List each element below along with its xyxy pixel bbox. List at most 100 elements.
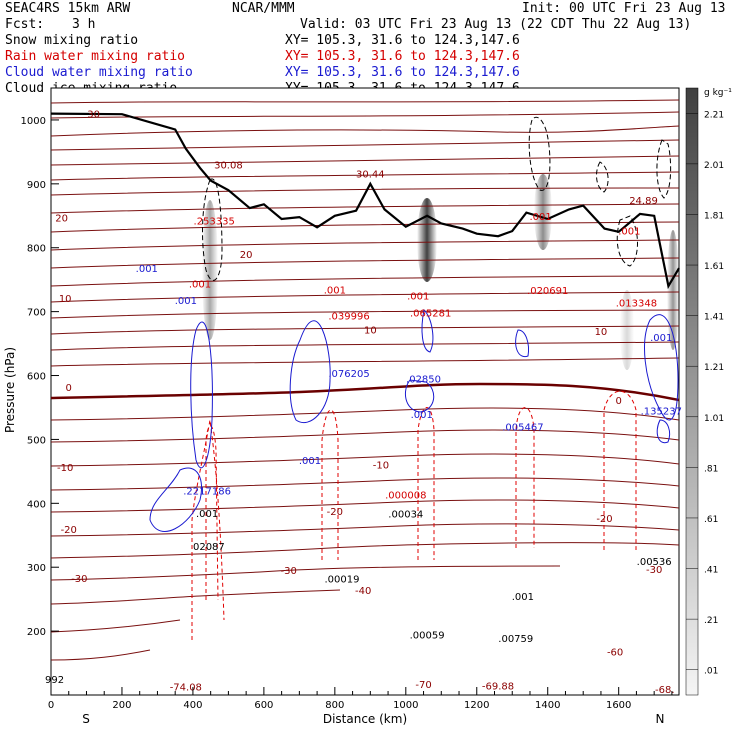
endpoint-label-south: S xyxy=(82,712,90,726)
x-axis: 0 200 400 600 800 1000 1200 1400 1600 xyxy=(48,687,673,711)
rain-contour xyxy=(205,425,219,601)
isotherm xyxy=(51,187,679,196)
field-value-label: .001 xyxy=(407,292,429,303)
field-name-snow: Snow mixing ratio xyxy=(5,33,139,48)
isotherm xyxy=(51,309,679,319)
x-tick-label: 800 xyxy=(325,700,344,711)
forecast-label: Fcst: xyxy=(5,17,45,32)
isotherm-label: -20 xyxy=(596,514,612,525)
cloud-water-contour xyxy=(421,308,434,353)
field-value-label: -74.08 xyxy=(170,683,202,694)
cloud-water-contour xyxy=(656,419,671,444)
colorbar-label: .81 xyxy=(704,464,718,474)
x-tick-label: 0 xyxy=(48,700,54,711)
field-value-label: .001 xyxy=(136,264,158,275)
isotherm-label: 10 xyxy=(59,294,72,305)
isotherm-label: 20 xyxy=(240,250,253,261)
colorbar-label: .61 xyxy=(704,515,718,525)
isotherm-label: -60 xyxy=(607,648,623,659)
colorbar-label: 1.61 xyxy=(704,262,724,272)
isotherm xyxy=(51,239,679,251)
y-tick-label: 400 xyxy=(27,499,46,510)
field-value-label: .2217186 xyxy=(183,487,231,498)
isotherm-label: -30 xyxy=(281,566,297,577)
cloud-ice-contour xyxy=(656,139,672,199)
isotherm-label: -70 xyxy=(415,680,431,691)
field-value-label: .001 xyxy=(189,280,211,291)
field-name-rain: Rain water mixing ratio xyxy=(5,49,186,64)
terrain xyxy=(50,112,680,290)
field-value-label: .001 xyxy=(299,456,321,467)
isotherm xyxy=(51,565,561,581)
field-value-label: .253335 xyxy=(194,216,235,227)
isotherm-label: -20 xyxy=(61,525,77,536)
isotherm xyxy=(51,221,679,233)
colorbar-label: 2.01 xyxy=(704,161,724,171)
x-tick-label: 600 xyxy=(254,700,273,711)
field-xy-rain: XY= 105.3, 31.6 to 124.3,147.6 xyxy=(285,49,520,64)
isotherm xyxy=(51,257,679,269)
x-tick-label: 1600 xyxy=(606,700,631,711)
rain-contour xyxy=(515,407,535,548)
field-value-label: 30.44 xyxy=(356,170,385,181)
field-value-label: .02850 xyxy=(406,375,441,386)
isotherm xyxy=(51,523,679,537)
snow-plume xyxy=(534,174,552,250)
isotherm xyxy=(51,203,679,214)
x-tick-label: 1200 xyxy=(464,700,489,711)
y-tick-label: 500 xyxy=(27,435,46,446)
x-axis-title: Distance (km) xyxy=(323,712,407,726)
rain-contour xyxy=(603,390,637,550)
field-value-label: .00536 xyxy=(637,557,672,568)
cloud-water-contour xyxy=(289,320,331,423)
colorbar-unit: g kg⁻¹ xyxy=(704,88,732,98)
isotherm-label: -10 xyxy=(57,463,73,474)
colorbar-ramp xyxy=(685,87,699,696)
valid-time: Valid: 03 UTC Fri 23 Aug 13 (22 CDT Thu … xyxy=(300,17,692,32)
y-axis-title: Pressure (hPa) xyxy=(3,347,17,433)
colorbar-label: 1.21 xyxy=(704,363,724,373)
cloud-water-contour xyxy=(149,467,203,532)
colorbar-label: 1.41 xyxy=(704,313,724,323)
colorbar-label: .01 xyxy=(704,667,718,677)
isotherm xyxy=(51,499,679,513)
isotherm xyxy=(51,429,679,443)
cloud-water-contour xyxy=(644,314,679,421)
y-tick-label: 900 xyxy=(27,180,46,191)
temperature-contours xyxy=(51,99,679,661)
x-tick-label: 1000 xyxy=(393,700,418,711)
terrain-line xyxy=(50,112,680,290)
cloud-ice-contour xyxy=(616,215,638,267)
isotherm-label: 10 xyxy=(595,327,608,338)
field-value-label: .001 xyxy=(175,296,197,307)
isotherm-label: 20 xyxy=(55,214,68,225)
cloud-ice-contour xyxy=(596,161,609,193)
y-tick-label: 800 xyxy=(27,244,46,255)
field-value-label: .000008 xyxy=(385,490,426,501)
isotherm xyxy=(51,589,341,605)
x-tick-label: 1400 xyxy=(535,700,560,711)
field-value-label: .065281 xyxy=(410,308,451,319)
cloud-water-contour xyxy=(515,329,529,358)
snow-plume xyxy=(417,198,437,282)
endpoint-label-north: N xyxy=(656,712,665,726)
isotherm xyxy=(51,325,679,335)
snow-plume xyxy=(202,200,218,340)
colorbar-label: 1.81 xyxy=(704,211,724,221)
field-value-label: .076205 xyxy=(328,369,369,380)
y-tick-label: 200 xyxy=(27,627,46,638)
isotherm xyxy=(51,171,679,181)
field-value-label: .039996 xyxy=(328,311,369,322)
field-value-label: .00019 xyxy=(324,575,359,586)
init-time: Init: 00 UTC Fri 23 Aug 13 xyxy=(522,1,726,16)
isotherm-labels: 30 20 20 10 10 10 0 0 -10 -10 -20 -20 -20 -30 -30 -30 -4… xyxy=(55,110,662,692)
rain-contours xyxy=(191,390,637,640)
field-value-label: .001 xyxy=(618,226,640,237)
colorbar-label: 1.01 xyxy=(704,414,724,424)
isotherm xyxy=(51,477,679,491)
isotherm-label: -10 xyxy=(373,460,389,471)
field-value-label: -68. xyxy=(655,685,675,696)
field-value-label: .001 xyxy=(411,410,433,421)
isotherm xyxy=(51,453,679,467)
cloud-ice-contours xyxy=(202,116,672,281)
